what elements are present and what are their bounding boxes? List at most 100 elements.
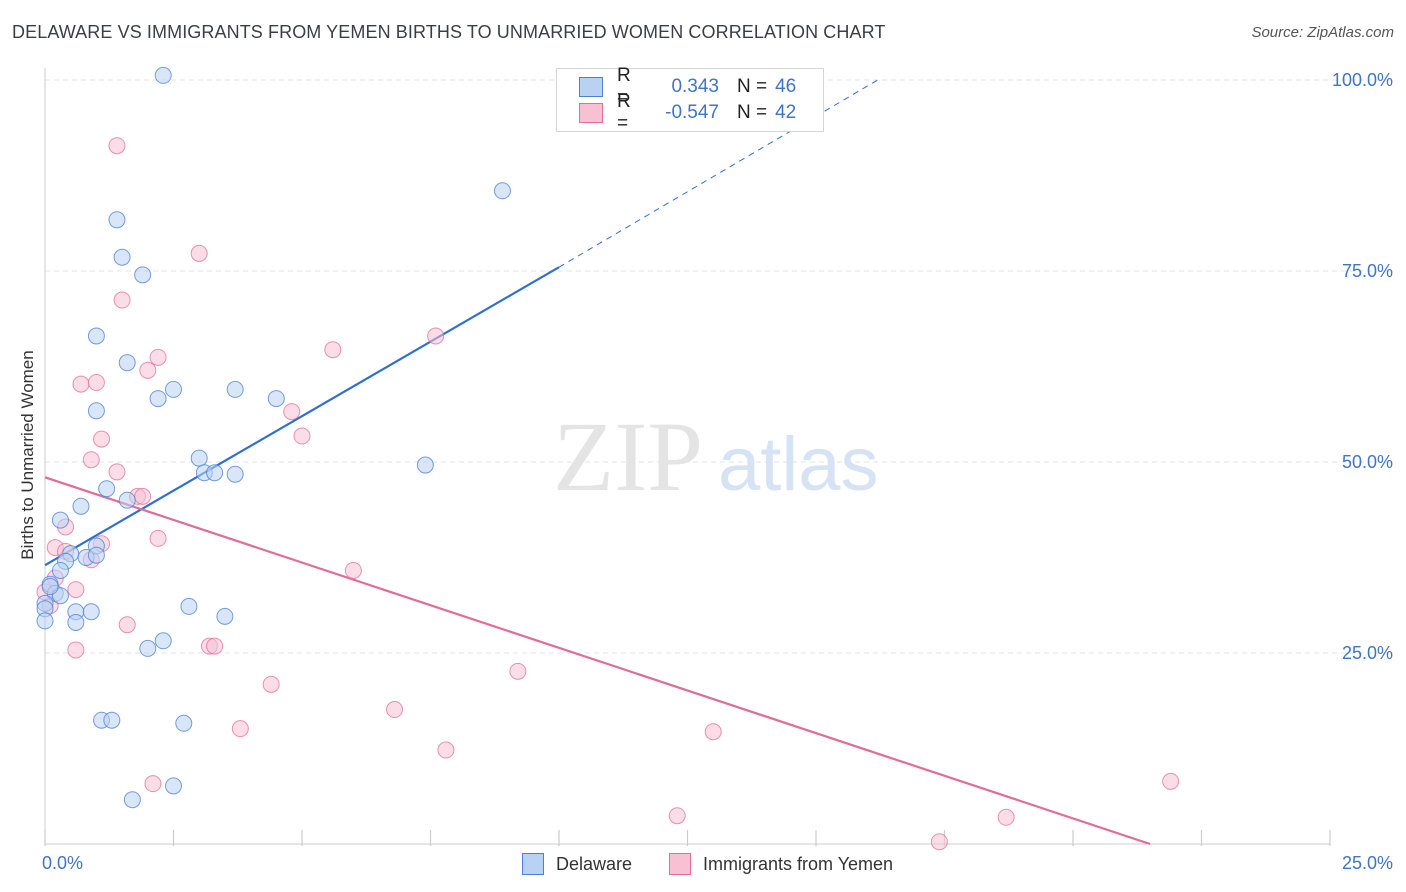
trendline-delaware — [44, 266, 560, 567]
point-delaware — [118, 491, 136, 509]
x-tick-label: 0.0% — [42, 853, 83, 873]
bottom-legend-label-delaware: Delaware — [556, 853, 633, 874]
point-delaware — [82, 603, 100, 621]
x-tick-label: 25.0% — [1342, 853, 1393, 873]
legend-r-value: 0.343 — [671, 76, 719, 97]
legend-r-label: R = — [617, 65, 631, 108]
point-yemen — [930, 833, 948, 851]
point-delaware — [87, 402, 105, 420]
legend-r-value: -0.547 — [665, 102, 719, 123]
point-delaware — [67, 613, 85, 631]
y-tick-label: 75.0% — [1342, 261, 1393, 281]
point-yemen — [118, 616, 136, 634]
y-tick-label: 25.0% — [1342, 643, 1393, 663]
bottom-legend-yemen: Immigrants from Yemen — [669, 852, 893, 876]
point-yemen — [344, 561, 362, 579]
point-yemen — [113, 291, 131, 309]
point-yemen — [437, 741, 455, 759]
point-yemen — [67, 641, 85, 659]
source-label: Source: ZipAtlas.com — [1251, 24, 1394, 41]
watermark-atlas: atlas — [718, 422, 879, 507]
point-delaware — [118, 354, 136, 372]
point-delaware — [216, 607, 234, 625]
y-tick-label: 100.0% — [1332, 70, 1393, 90]
point-yemen — [386, 701, 404, 719]
point-delaware — [139, 639, 157, 657]
point-delaware — [134, 266, 152, 284]
point-yemen — [108, 463, 126, 481]
point-delaware — [108, 211, 126, 229]
bottom-legend-delaware: Delaware — [522, 852, 632, 876]
chart-title: DELAWARE VS IMMIGRANTS FROM YEMEN BIRTHS… — [12, 22, 886, 42]
point-yemen — [293, 427, 311, 445]
point-delaware — [180, 597, 198, 615]
point-delaware — [267, 390, 285, 408]
point-delaware — [226, 465, 244, 483]
point-delaware — [36, 612, 54, 630]
point-delaware — [87, 327, 105, 345]
legend-row-yemen: R = -0.547 N = 42 — [579, 91, 797, 134]
y-tick-label: 50.0% — [1342, 452, 1393, 472]
bottom-legend-label-yemen: Immigrants from Yemen — [703, 853, 894, 874]
bottom-legend-swatch-yemen — [669, 853, 691, 875]
point-delaware — [165, 380, 182, 398]
point-yemen — [149, 348, 167, 366]
point-delaware — [41, 578, 59, 596]
point-delaware — [206, 464, 224, 482]
point-delaware — [87, 546, 105, 564]
point-yemen — [139, 361, 157, 379]
point-delaware — [154, 632, 172, 650]
watermark: ZIP atlas — [553, 401, 879, 512]
point-delaware — [416, 456, 434, 474]
trendline-yemen — [44, 476, 1151, 846]
legend-n-label: N = — [737, 76, 768, 97]
point-yemen — [82, 451, 100, 469]
point-delaware — [98, 480, 116, 498]
trend-lines — [44, 79, 1151, 846]
point-yemen — [509, 662, 527, 680]
point-yemen — [144, 775, 162, 793]
point-delaware — [51, 511, 69, 529]
point-yemen — [93, 430, 111, 448]
point-yemen — [668, 807, 686, 825]
bottom-legend-swatch-delaware — [522, 853, 544, 875]
point-delaware — [51, 561, 69, 579]
point-yemen — [72, 375, 90, 393]
point-delaware — [113, 248, 131, 266]
legend-n-value: 42 — [775, 102, 797, 123]
point-yemen — [87, 374, 105, 392]
point-yemen — [997, 808, 1015, 826]
point-yemen — [283, 403, 301, 421]
point-delaware — [175, 714, 193, 732]
watermark-zip: ZIP — [553, 401, 703, 512]
point-yemen — [427, 327, 445, 345]
legend-swatch-delaware — [579, 77, 603, 97]
point-yemen — [231, 720, 249, 738]
point-yemen — [134, 487, 152, 505]
legend-box: R = 0.343 N = 46 R = -0.547 N = 42 — [556, 65, 824, 134]
point-yemen — [190, 244, 208, 262]
point-yemen — [149, 529, 167, 547]
legend-row-delaware: R = 0.343 N = 46 — [579, 65, 797, 108]
axes — [44, 68, 1331, 846]
point-yemen — [324, 341, 342, 359]
legend-n-value: 46 — [775, 76, 797, 97]
point-delaware — [72, 497, 90, 515]
point-yemen — [67, 581, 85, 599]
point-delaware — [149, 390, 167, 408]
legend-swatch-yemen — [579, 103, 603, 123]
y-axis-label: Births to Unmarried Women — [18, 350, 37, 559]
point-delaware — [190, 449, 208, 467]
point-yemen — [1162, 772, 1180, 790]
point-delaware — [226, 380, 244, 398]
point-delaware — [493, 182, 511, 200]
legend-r-label: R = — [617, 91, 631, 134]
point-delaware — [154, 66, 172, 84]
grid — [45, 79, 1392, 654]
point-yemen — [206, 637, 224, 655]
point-yemen — [108, 137, 126, 155]
legend-n-label: N = — [737, 102, 768, 123]
point-delaware — [165, 777, 182, 795]
data-points — [36, 66, 1180, 851]
